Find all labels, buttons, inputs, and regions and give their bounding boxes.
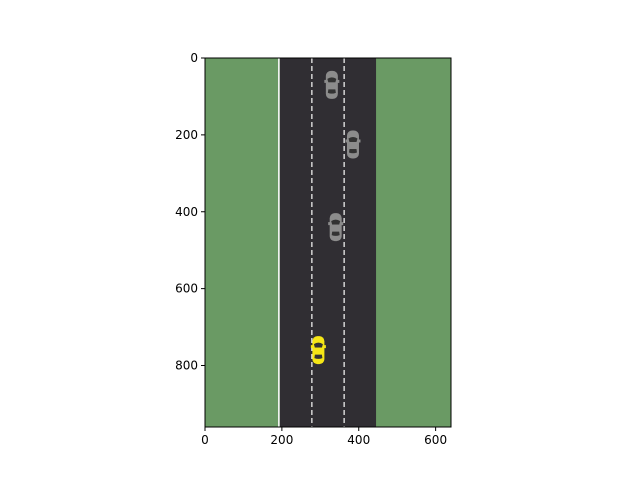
axes-frame: [204, 57, 452, 428]
y-tick-label: 400: [175, 205, 198, 219]
car-windshield: [313, 342, 323, 348]
player-car: [310, 336, 326, 365]
game-view: [205, 58, 451, 427]
car-mirror-right: [358, 139, 361, 143]
x-tick-label: 0: [201, 433, 209, 447]
car-mirror-left: [324, 79, 327, 83]
y-tick-label: 0: [190, 51, 198, 65]
car-mirror-right: [323, 345, 326, 349]
car-roof: [314, 347, 322, 355]
npc-car-1: [324, 70, 340, 99]
car-roof: [349, 141, 357, 149]
car-mirror-right: [341, 222, 344, 226]
car-roof: [328, 82, 336, 90]
car-windshield: [331, 219, 341, 225]
car-mirror-left: [328, 222, 331, 226]
car-windshield: [348, 136, 358, 142]
car-rear-window: [348, 148, 357, 154]
car-windshield: [327, 77, 337, 83]
npc-car-3: [328, 213, 344, 242]
x-tick-label: 400: [347, 433, 370, 447]
road-surface: [279, 58, 377, 427]
y-tick-label: 600: [175, 282, 198, 296]
npc-car-2: [345, 130, 361, 159]
x-tick-label: 600: [424, 433, 447, 447]
car-rear-window: [327, 89, 336, 94]
car-mirror-left: [310, 345, 313, 349]
y-tick-label: 200: [175, 128, 198, 142]
car-mirror-right: [337, 79, 340, 83]
car-roof: [332, 224, 340, 232]
axes: 0 200 400 600 0 200 400 600 800: [175, 51, 452, 447]
car-rear-window: [314, 354, 323, 359]
x-tick-label: 200: [270, 433, 293, 447]
y-tick-label: 800: [175, 359, 198, 373]
car-mirror-left: [345, 139, 348, 143]
car-rear-window: [331, 231, 340, 236]
